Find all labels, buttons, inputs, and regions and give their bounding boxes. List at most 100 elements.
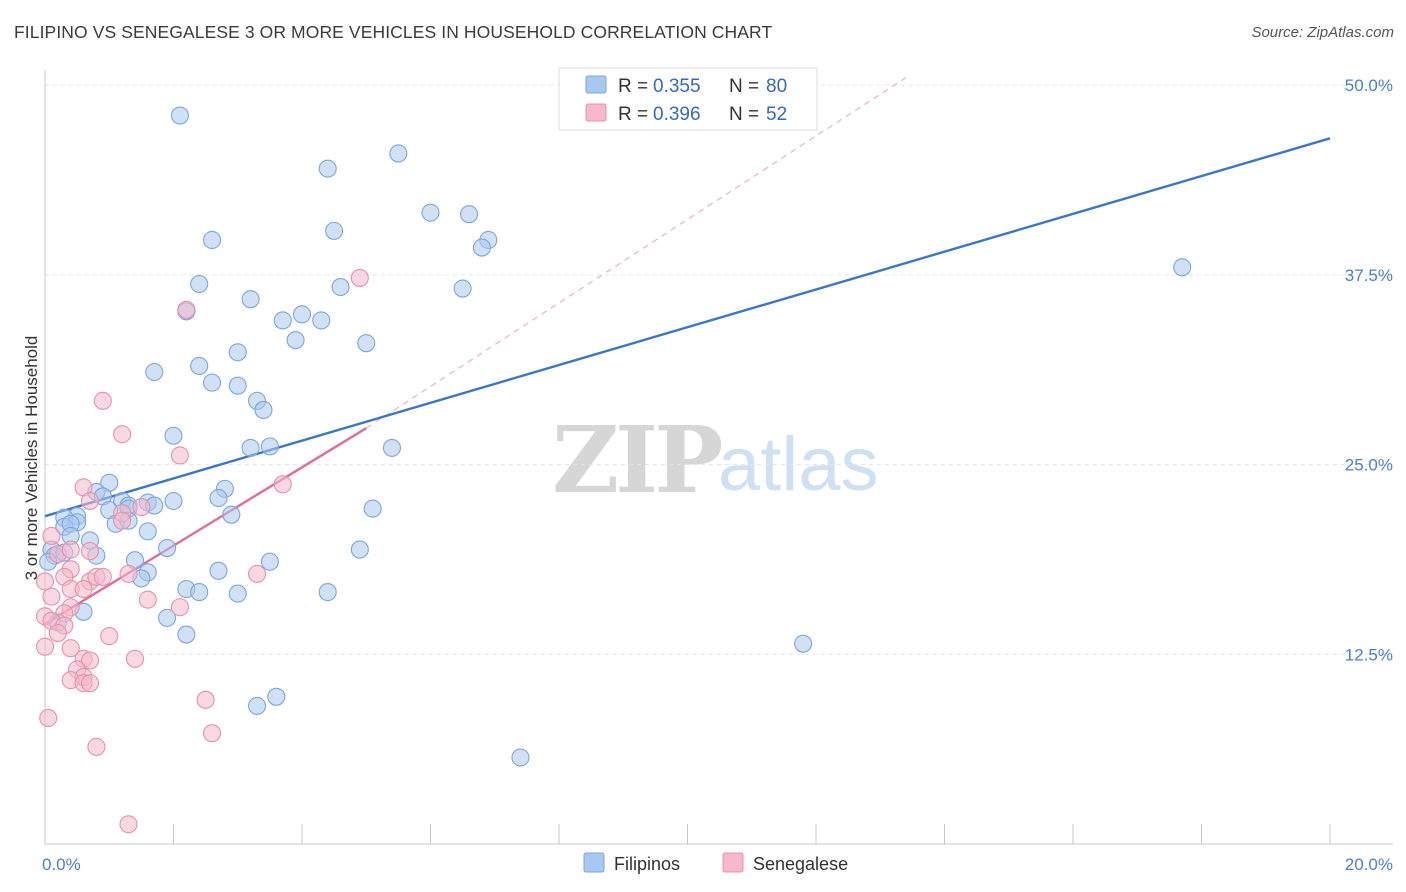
- x-tick-label: 20.0%: [1345, 855, 1393, 874]
- point-filipinos: [170, 106, 189, 125]
- stats-n-value-senegalese: 52: [766, 104, 787, 125]
- point-senegalese: [87, 737, 106, 756]
- y-tick-label: 50.0%: [1345, 76, 1393, 95]
- point-filipinos: [254, 400, 273, 420]
- gridlines: [45, 84, 1390, 655]
- point-filipinos: [222, 505, 241, 524]
- point-filipinos: [241, 438, 260, 457]
- point-filipinos: [350, 540, 369, 559]
- y-tick-label: 25.0%: [1345, 456, 1393, 475]
- point-senegalese: [100, 627, 119, 646]
- point-filipinos: [472, 238, 491, 257]
- point-senegalese: [80, 491, 100, 511]
- point-filipinos: [286, 331, 305, 350]
- x-tick-labels: 0.0% 20.0%: [42, 855, 1393, 874]
- point-senegalese: [132, 498, 151, 517]
- point-filipinos: [453, 279, 472, 298]
- point-filipinos: [158, 608, 177, 627]
- point-senegalese: [125, 649, 144, 668]
- watermark-zip: ZIP: [552, 406, 721, 514]
- stats-legend-box: R = 0.355 N = 80 R = 0.396 N = 52: [558, 67, 818, 131]
- point-filipinos: [247, 696, 267, 715]
- legend-swatch-filipinos: [583, 852, 605, 873]
- point-senegalese: [119, 815, 138, 834]
- x-tick-label: 0.0%: [42, 855, 81, 874]
- point-filipinos: [421, 203, 440, 222]
- y-tick-label: 12.5%: [1345, 645, 1393, 664]
- point-senegalese: [119, 564, 138, 583]
- point-senegalese: [93, 391, 112, 410]
- legend-label-senegalese: Senegalese: [753, 854, 848, 874]
- point-filipinos: [209, 561, 228, 580]
- stats-r-value-senegalese: 0.396: [653, 104, 701, 125]
- stats-r-label-filipinos: R =: [618, 76, 648, 97]
- point-senegalese: [61, 540, 80, 559]
- point-senegalese: [80, 651, 100, 670]
- point-senegalese: [247, 564, 267, 583]
- trend-line-filipinos: [44, 137, 1331, 518]
- trend-lines: [44, 77, 1331, 625]
- stats-r-value-filipinos: 0.355: [653, 76, 701, 97]
- watermark: ZIP atlas: [552, 406, 879, 514]
- stats-swatch-filipinos: [585, 75, 607, 94]
- point-filipinos: [389, 144, 408, 163]
- point-filipinos: [267, 687, 286, 706]
- point-senegalese: [61, 639, 80, 658]
- point-senegalese: [39, 708, 58, 728]
- point-senegalese: [35, 637, 55, 656]
- y-tick-label: 37.5%: [1345, 266, 1393, 285]
- point-filipinos: [273, 311, 292, 330]
- data-points: [35, 106, 1192, 834]
- point-filipinos: [292, 305, 312, 324]
- point-senegalese: [170, 446, 189, 465]
- point-filipinos: [318, 159, 337, 178]
- point-senegalese: [80, 542, 100, 561]
- y-tick-labels: 12.5% 25.0% 37.5% 50.0%: [1345, 76, 1393, 664]
- point-senegalese: [35, 572, 55, 591]
- point-senegalese: [350, 268, 369, 287]
- point-filipinos: [357, 334, 376, 353]
- point-senegalese: [138, 590, 157, 609]
- point-filipinos: [190, 356, 209, 375]
- point-filipinos: [260, 437, 279, 456]
- point-filipinos: [260, 552, 279, 571]
- point-filipinos: [228, 343, 247, 362]
- stats-n-label-filipinos: N =: [729, 76, 759, 97]
- stats-swatch-senegalese: [585, 103, 607, 122]
- point-senegalese: [93, 567, 112, 586]
- bottom-legend: Filipinos Senegalese: [583, 852, 848, 874]
- point-filipinos: [145, 362, 164, 382]
- point-filipinos: [459, 205, 479, 224]
- point-filipinos: [331, 277, 350, 297]
- point-filipinos: [325, 221, 344, 240]
- legend-swatch-senegalese: [722, 852, 744, 873]
- trend-line-senegalese: [44, 427, 367, 625]
- stats-n-value-filipinos: 80: [766, 76, 787, 97]
- stats-n-label-senegalese: N =: [729, 104, 759, 125]
- stats-r-label-senegalese: R =: [618, 104, 648, 125]
- point-filipinos: [190, 583, 209, 602]
- point-senegalese: [177, 300, 196, 319]
- point-filipinos: [312, 311, 331, 330]
- chart-source: Source: ZipAtlas.com: [1251, 24, 1394, 41]
- point-filipinos: [209, 488, 228, 508]
- point-filipinos: [794, 634, 813, 653]
- point-filipinos: [203, 230, 222, 250]
- point-senegalese: [203, 724, 222, 743]
- point-filipinos: [164, 491, 183, 511]
- point-senegalese: [42, 526, 61, 545]
- point-senegalese: [273, 475, 292, 494]
- point-filipinos: [318, 583, 337, 602]
- point-filipinos: [1173, 258, 1192, 277]
- point-filipinos: [158, 539, 177, 558]
- chart-title: FILIPINO VS SENEGALESE 3 OR MORE VEHICLE…: [14, 22, 773, 42]
- point-filipinos: [228, 376, 247, 395]
- point-senegalese: [113, 425, 132, 444]
- point-senegalese: [113, 511, 132, 530]
- point-filipinos: [382, 438, 402, 457]
- point-filipinos: [203, 373, 222, 392]
- y-axis-label: 3 or more Vehicles in Household: [22, 336, 41, 581]
- point-filipinos: [177, 625, 196, 644]
- point-filipinos: [363, 499, 382, 518]
- trend-extension-senegalese: [365, 77, 907, 429]
